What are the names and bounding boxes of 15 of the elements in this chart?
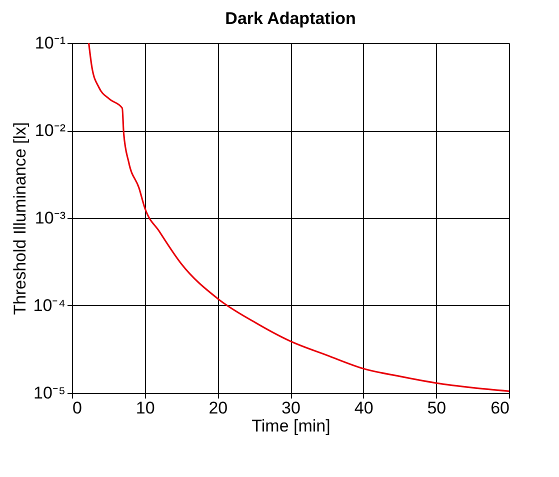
y-tick-label: 10⁻⁴ — [33, 296, 66, 315]
x-tick-label: 30 — [282, 398, 300, 418]
chart-title: Dark Adaptation — [225, 9, 356, 28]
y-axis-title: Threshold Illuminance [lx] — [10, 122, 30, 315]
y-tick-label: 10⁻⁵ — [34, 384, 66, 402]
x-tick-label: 20 — [208, 398, 228, 418]
y-tick-label: 10⁻² — [34, 121, 66, 140]
x-tick-label: 0 — [72, 398, 82, 418]
y-tick-label: 10⁻³ — [34, 208, 66, 228]
x-tick-label: 50 — [427, 398, 446, 418]
x-axis-title: Time [min] — [252, 416, 330, 436]
x-tick-label: 40 — [354, 398, 374, 418]
x-tick-label: 10 — [136, 398, 155, 418]
x-tick-label: 60 — [490, 398, 510, 418]
y-tick-label: 10⁻¹ — [34, 34, 66, 52]
